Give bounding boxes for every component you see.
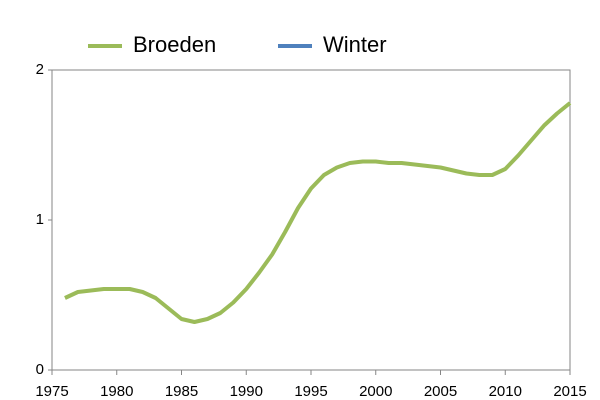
x-tick-label: 1995: [294, 383, 327, 400]
y-tick-label: 0: [36, 361, 44, 378]
legend-label: Broeden: [133, 32, 216, 57]
x-tick-label: 2010: [489, 383, 522, 400]
y-tick-label: 1: [36, 211, 44, 228]
legend-label: Winter: [323, 32, 387, 57]
x-tick-label: 2015: [553, 383, 586, 400]
x-tick-label: 1990: [230, 383, 263, 400]
line: [64, 101, 572, 324]
plot-frame: [51, 69, 571, 371]
x-tick-label: 2005: [424, 383, 457, 400]
legend: Broeden Winter: [88, 32, 387, 57]
x-tick-label: 2000: [359, 383, 392, 400]
x-tick-label: 1975: [35, 383, 68, 400]
y-tick-label: 2: [36, 61, 44, 78]
x-tick-label: 1985: [165, 383, 198, 400]
x-tick-label: 1980: [100, 383, 133, 400]
